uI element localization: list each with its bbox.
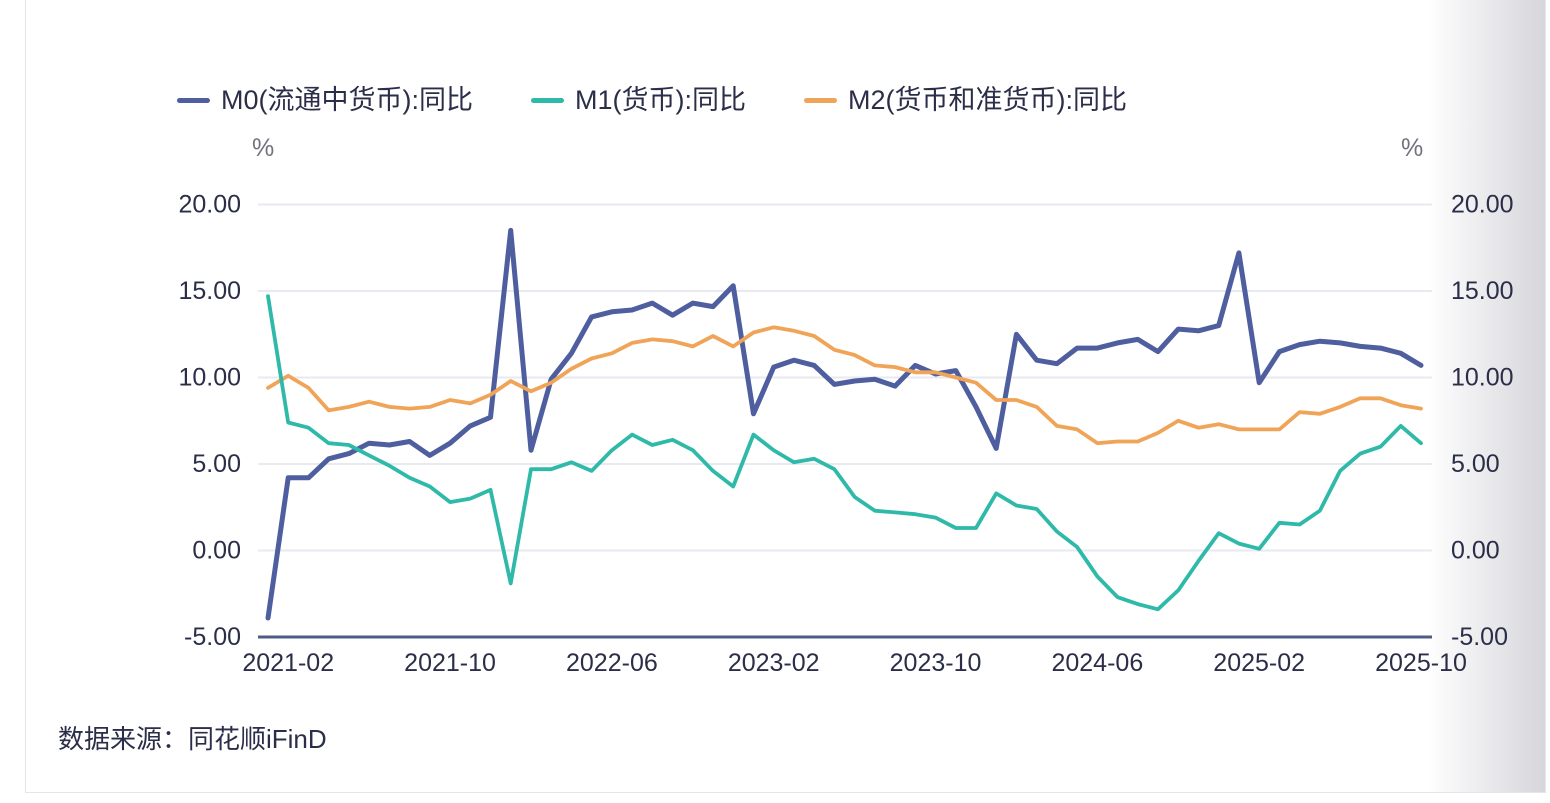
legend-label: M1(货币):同比	[575, 85, 746, 115]
x-tick-label: 2023-02	[728, 649, 820, 677]
legend-item-0[interactable]: M0(流通中货币):同比	[177, 87, 473, 114]
x-tick-label: 2023-10	[890, 649, 982, 677]
x-tick-label: 2025-10	[1375, 649, 1467, 677]
chart-card: 20.00 15.00 10.00 5.00 0.00 -5.00 20.00 15.00 10…	[25, 0, 1546, 793]
right-edge-fade	[1427, 0, 1545, 792]
grid-lines	[258, 203, 1432, 552]
y-axis-labels-left: 20.00 15.00 10.00 5.00 0.00 -5.00	[178, 191, 241, 652]
y-tick-label-right: 15.00	[1451, 277, 1514, 305]
y-tick-label-right: 5.00	[1451, 450, 1500, 478]
x-axis-labels: 2021-02 2021-10 2022-06 2023-02 2023-10 2024-…	[242, 649, 1467, 677]
x-tick-label: 2025-02	[1213, 649, 1305, 677]
y-axis-labels-right: 20.00 15.00 10.00 5.00 0.00 -5.00	[1451, 191, 1514, 652]
legend-label: M0(流通中货币):同比	[221, 85, 473, 115]
y-tick-label-left: 10.00	[178, 364, 241, 392]
series-line-1	[266, 294, 1423, 612]
legend-label: M2(货币和准货币):同比	[848, 85, 1127, 115]
unit-label-right: %	[1401, 134, 1424, 162]
unit-label-left: %	[252, 134, 275, 162]
y-tick-label-left: 20.00	[178, 191, 241, 219]
y-tick-label-left: 0.00	[192, 537, 241, 565]
legend-item-2[interactable]: M2(货币和准货币):同比	[804, 87, 1127, 114]
x-tick-label: 2022-06	[566, 649, 658, 677]
legend: M0(流通中货币):同比 M1(货币):同比 M2(货币和准货币):同比	[177, 87, 1127, 114]
y-tick-label-right: -5.00	[1451, 623, 1508, 651]
y-tick-label-left: 5.00	[192, 450, 241, 478]
y-tick-label-right: 20.00	[1451, 191, 1514, 219]
x-tick-label: 2024-06	[1051, 649, 1143, 677]
series-line-0	[265, 227, 1424, 621]
legend-line-swatch	[177, 98, 210, 103]
x-tick-label: 2021-10	[404, 649, 496, 677]
legend-item-1[interactable]: M1(货币):同比	[531, 87, 746, 114]
x-tick-label: 2021-02	[242, 649, 334, 677]
legend-line-swatch	[804, 98, 837, 103]
source-note: 数据来源：同花顺iFinD	[58, 724, 327, 754]
series-line-2	[266, 325, 1423, 446]
y-tick-label-left: 15.00	[178, 277, 241, 305]
y-tick-label-left: -5.00	[184, 623, 241, 651]
y-tick-label-right: 0.00	[1451, 537, 1500, 565]
y-tick-label-right: 10.00	[1451, 364, 1514, 392]
legend-line-swatch	[531, 98, 564, 103]
